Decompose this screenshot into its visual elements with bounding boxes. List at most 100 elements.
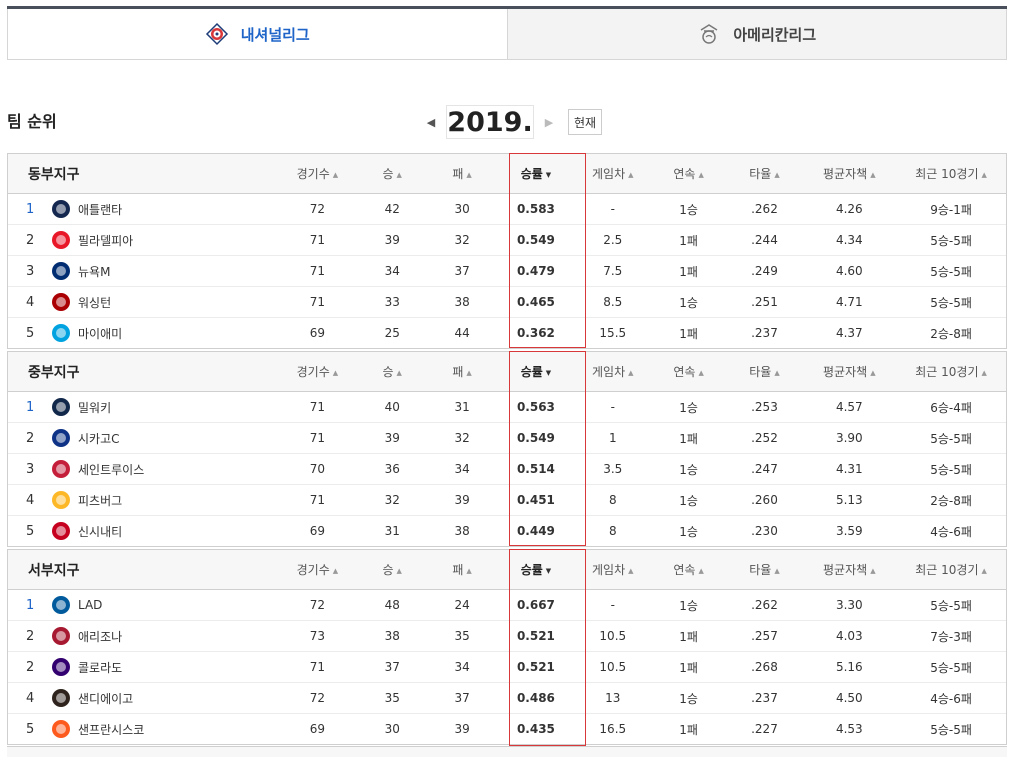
column-header[interactable]: 승률 ▼ — [520, 365, 552, 379]
column-header[interactable]: 타율 ▲ — [749, 563, 780, 577]
team-games: 71 — [309, 233, 326, 247]
column-header[interactable]: 타율 ▲ — [749, 167, 780, 181]
column-header[interactable]: 게임차 ▲ — [592, 563, 634, 577]
team-name[interactable]: 샌디에이고 — [78, 691, 134, 706]
team-name[interactable]: 뉴욕M — [78, 264, 111, 279]
column-header[interactable]: 연속 ▲ — [673, 563, 704, 577]
team-name[interactable]: LAD — [78, 598, 103, 612]
column-header[interactable]: 경기수 ▲ — [296, 563, 339, 577]
table-row[interactable]: 2 콜로라도 71 37 34 0.521 10.5 1패 .268 5.16 5승-5패 — [8, 652, 1006, 683]
team-pct: 0.514 — [516, 462, 555, 476]
sort-desc-icon: ▼ — [545, 567, 552, 575]
current-year-button[interactable]: 현재 — [568, 109, 603, 135]
team-gb: - — [610, 598, 615, 612]
table-row[interactable]: 3 뉴욕M 71 34 37 0.479 7.5 1패 .249 4.60 5승-5패 — [8, 256, 1006, 287]
column-header[interactable]: 패 ▲ — [452, 365, 472, 379]
sort-asc-icon: ▲ — [332, 369, 339, 377]
column-header[interactable]: 패 ▲ — [452, 167, 472, 181]
table-row[interactable]: 2 시카고C 71 39 32 0.549 1 1패 .252 3.90 5승-5패 — [8, 423, 1006, 454]
team-wins: 34 — [384, 264, 400, 278]
team-pct: 0.549 — [516, 431, 555, 445]
team-losses: 31 — [454, 400, 470, 414]
team-rank: 3 — [26, 263, 35, 279]
table-row[interactable]: 5 샌프란시스코 69 30 39 0.435 16.5 1패 .227 4.53 5승-5패 — [8, 714, 1006, 744]
column-header[interactable]: 승 ▲ — [382, 365, 402, 379]
team-name[interactable]: 밀워키 — [78, 400, 112, 415]
team-wins: 48 — [384, 598, 400, 612]
team-era: 4.60 — [835, 264, 863, 278]
sort-asc-icon: ▲ — [628, 567, 634, 575]
table-row[interactable]: 3 세인트루이스 70 36 34 0.514 3.5 1승 .247 4.31 5승-5패 — [8, 454, 1006, 485]
column-header[interactable]: 승 ▲ — [382, 563, 402, 577]
team-name[interactable]: 피츠버그 — [78, 493, 123, 508]
sort-asc-icon: ▲ — [870, 369, 876, 377]
team-avg: .262 — [751, 598, 778, 612]
column-header[interactable]: 패 ▲ — [452, 563, 472, 577]
team-name[interactable]: 마이애미 — [78, 326, 123, 341]
sort-asc-icon: ▲ — [466, 369, 472, 377]
column-header[interactable]: 승 ▲ — [382, 167, 402, 181]
table-row[interactable]: 1 밀워키 71 40 31 0.563 - 1승 .253 4.57 6승-4패 — [8, 392, 1006, 423]
team-pct: 0.451 — [516, 493, 555, 507]
team-pct: 0.583 — [516, 202, 555, 216]
team-name[interactable]: 필라델피아 — [78, 233, 134, 248]
sort-asc-icon: ▲ — [466, 171, 472, 179]
previous-year-arrow-icon[interactable]: ◀ — [426, 115, 436, 129]
tab-american-league[interactable]: 아메리칸리그 — [506, 9, 1007, 60]
team-name[interactable]: 신시내티 — [78, 524, 123, 539]
team-name[interactable]: 애리조나 — [78, 629, 123, 644]
team-name[interactable]: 샌프란시스코 — [78, 722, 145, 737]
table-row[interactable]: 2 애리조나 73 38 35 0.521 10.5 1패 .257 4.03 7승-3패 — [8, 621, 1006, 652]
team-gb: 8 — [608, 493, 617, 507]
column-header[interactable]: 최근 10경기 ▲ — [915, 167, 987, 181]
team-era: 4.50 — [835, 691, 863, 705]
table-row[interactable]: 1 LAD 72 48 24 0.667 - 1승 .262 3.30 5승-5패 — [8, 590, 1006, 621]
table-row[interactable]: 1 애틀랜타 72 42 30 0.583 - 1승 .262 4.26 9승-1패 — [8, 194, 1006, 225]
cubs-logo-icon — [50, 427, 72, 449]
team-name[interactable]: 콜로라도 — [78, 660, 123, 675]
column-header[interactable]: 연속 ▲ — [673, 167, 704, 181]
team-gb: 1 — [608, 431, 617, 445]
team-rank: 5 — [26, 523, 35, 539]
table-row[interactable]: 4 샌디에이고 72 35 37 0.486 13 1승 .237 4.50 4승-6패 — [8, 683, 1006, 714]
column-header[interactable]: 타율 ▲ — [749, 365, 780, 379]
column-header[interactable]: 경기수 ▲ — [296, 365, 339, 379]
table-header: 동부지구 경기수 ▲ 승 ▲ 패 ▲ 승률 ▼ 게임차 ▲ 연속 ▲ 타율 ▲ 평균자책 ▲ 최근 10경기 ▲ — [8, 154, 1006, 194]
team-era: 3.90 — [835, 431, 863, 445]
column-header[interactable]: 게임차 ▲ — [592, 167, 634, 181]
tab-national-league[interactable]: 내셔널리그 — [7, 9, 507, 60]
rockies-logo-icon — [50, 656, 72, 678]
table-row[interactable]: 5 신시내티 69 31 38 0.449 8 1승 .230 3.59 4승-6패 — [8, 516, 1006, 546]
team-name[interactable]: 애틀랜타 — [78, 202, 123, 217]
team-streak: 1승 — [679, 400, 698, 415]
column-header[interactable]: 평균자책 ▲ — [823, 563, 876, 577]
table-row[interactable]: 4 피츠버그 71 32 39 0.451 8 1승 .260 5.13 2승-8패 — [8, 485, 1006, 516]
team-pct: 0.362 — [516, 326, 555, 340]
column-header[interactable]: 최근 10경기 ▲ — [915, 365, 987, 379]
column-header[interactable]: 승률 ▼ — [520, 563, 552, 577]
column-header[interactable]: 연속 ▲ — [673, 365, 704, 379]
column-header[interactable]: 게임차 ▲ — [592, 365, 634, 379]
team-games: 71 — [309, 295, 326, 309]
team-last10: 4승-6패 — [930, 524, 972, 539]
table-row[interactable]: 4 워싱턴 71 33 38 0.465 8.5 1승 .251 4.71 5승-5패 — [8, 287, 1006, 318]
team-name[interactable]: 세인트루이스 — [78, 462, 145, 477]
column-header[interactable]: 경기수 ▲ — [296, 167, 339, 181]
table-row[interactable]: 2 필라델피아 71 39 32 0.549 2.5 1패 .244 4.34 5승-5패 — [8, 225, 1006, 256]
team-avg: .237 — [751, 691, 778, 705]
team-last10: 5승-5패 — [930, 264, 972, 279]
column-header[interactable]: 평균자책 ▲ — [823, 167, 876, 181]
column-header[interactable]: 승률 ▼ — [520, 167, 552, 181]
team-wins: 31 — [384, 524, 400, 538]
team-rank: 2 — [26, 430, 35, 446]
next-year-arrow-icon[interactable]: ▶ — [544, 115, 554, 129]
table-row[interactable]: 5 마이애미 69 25 44 0.362 15.5 1패 .237 4.37 2승-8패 — [8, 318, 1006, 348]
cardinals-logo-icon — [50, 458, 72, 480]
column-header[interactable]: 평균자책 ▲ — [823, 365, 876, 379]
team-name[interactable]: 워싱턴 — [78, 295, 112, 310]
column-header[interactable]: 최근 10경기 ▲ — [915, 563, 987, 577]
team-avg: .230 — [751, 524, 778, 538]
table-header: 중부지구 경기수 ▲ 승 ▲ 패 ▲ 승률 ▼ 게임차 ▲ 연속 ▲ 타율 ▲ 평균자책 ▲ 최근 10경기 ▲ — [8, 352, 1006, 392]
phillies-logo-icon — [50, 229, 72, 251]
team-name[interactable]: 시카고C — [78, 431, 120, 446]
